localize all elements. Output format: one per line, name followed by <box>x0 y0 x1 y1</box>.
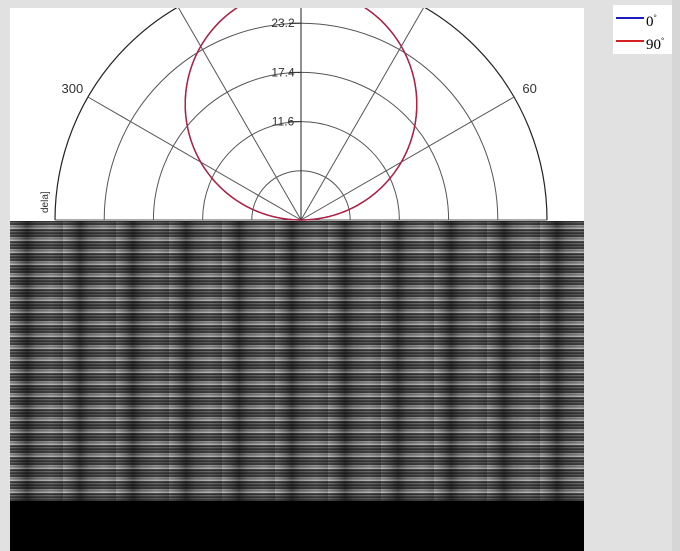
legend-swatch-90 <box>616 40 644 42</box>
chart-panel: 2923.217.411.63303030060 dela] <box>10 8 584 551</box>
angle-tick-label: 60 <box>522 81 536 96</box>
legend-item-90: 90° <box>613 31 672 53</box>
legend-item-0: 0° <box>613 8 672 30</box>
radial-tick-label: 11.6 <box>272 115 295 129</box>
angle-tick-label: 300 <box>62 81 84 96</box>
legend: 0° 90° <box>613 5 672 54</box>
radial-axis-label: dela] <box>40 191 51 213</box>
grid-spoke <box>300 8 424 221</box>
grid-ring <box>54 8 548 221</box>
series-line-90 <box>184 8 418 221</box>
rendering-artifact-band <box>10 221 584 501</box>
polar-chart: 2923.217.411.63303030060 dela] <box>40 8 548 221</box>
legend-swatch-0 <box>616 17 644 19</box>
grid-spoke <box>300 96 515 221</box>
radial-tick-label: 17.4 <box>271 65 295 79</box>
legend-label-0: 0 <box>646 14 654 30</box>
grid-spoke <box>178 8 302 221</box>
window-edge <box>672 0 680 551</box>
black-bar <box>10 501 584 551</box>
legend-label-90: 90 <box>646 37 661 53</box>
radial-tick-label: 23.2 <box>271 16 295 30</box>
rendering-artifact-overlay <box>10 221 584 501</box>
grid-spoke <box>87 96 302 221</box>
